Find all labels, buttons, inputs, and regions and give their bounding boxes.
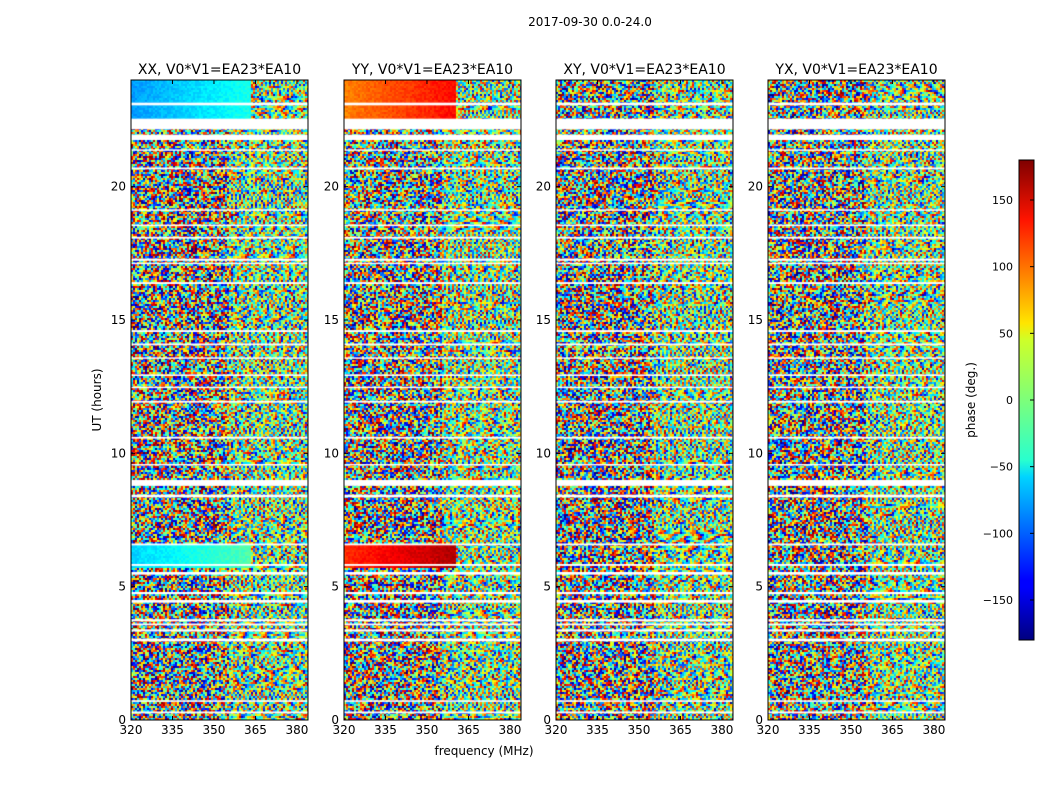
y-tick-label: 0 [331, 713, 339, 727]
panel-title: XX, V0*V1=EA23*EA10 [138, 62, 301, 78]
colorbar-tick-label: −100 [983, 527, 1013, 540]
phase-waterfall [768, 80, 945, 720]
x-tick-label: 365 [244, 723, 267, 737]
x-tick-label: 350 [416, 723, 439, 737]
x-tick-label: 380 [922, 723, 945, 737]
x-tick-label: 380 [498, 723, 521, 737]
y-tick-label: 15 [536, 313, 551, 327]
colorbar-tick-label: 150 [992, 194, 1013, 207]
colorbar-tick-label: −50 [990, 461, 1013, 474]
x-tick-label: 335 [161, 723, 184, 737]
panel-xy: XY, V0*V1=EA23*EA10 320 335 350 365 380 0 5 10 15… [536, 62, 734, 737]
y-axis-label: UT (hours) [90, 368, 104, 431]
y-tick-label: 15 [748, 313, 763, 327]
panel-frame [555, 79, 734, 721]
colorbar: −150 −100 −50 0 50 100 150 phase (deg.) [964, 159, 1035, 641]
y-tick-label: 0 [543, 713, 551, 727]
x-tick-label: 335 [798, 723, 821, 737]
panel-yy: YY, V0*V1=EA23*EA10 320 335 350 365 380 0 5 10 15… [324, 62, 522, 737]
colorbar-tick-label: −150 [983, 594, 1013, 607]
y-tick-label: 15 [111, 313, 126, 327]
x-tick-label: 350 [840, 723, 863, 737]
x-tick-label: 335 [374, 723, 397, 737]
x-tick-label: 365 [457, 723, 480, 737]
x-tick-label: 380 [710, 723, 733, 737]
phase-waterfall-canvas [131, 80, 308, 720]
y-tick-label: 15 [324, 313, 339, 327]
y-tick-label: 5 [118, 580, 126, 594]
x-tick-label: 365 [881, 723, 904, 737]
phase-waterfall-canvas [556, 80, 733, 720]
y-tick-label: 5 [331, 580, 339, 594]
y-tick-label: 0 [755, 713, 763, 727]
panel-frame [767, 79, 946, 721]
colorbar-label: phase (deg.) [964, 362, 978, 438]
y-tick-label: 0 [118, 713, 126, 727]
colorbar-tick-label: 100 [992, 261, 1013, 274]
phase-waterfall [556, 80, 733, 720]
x-tick-label: 350 [203, 723, 226, 737]
y-tick-label: 20 [536, 180, 551, 194]
panels-group: XX, V0*V1=EA23*EA10 320 335 350 365 380 0 5 10 15… [111, 62, 946, 737]
panel-xx: XX, V0*V1=EA23*EA10 320 335 350 365 380 0 5 10 15… [111, 62, 309, 737]
phase-waterfall-canvas [768, 80, 945, 720]
panel-title: YY, V0*V1=EA23*EA10 [351, 62, 513, 78]
panel-title: XY, V0*V1=EA23*EA10 [563, 62, 725, 78]
y-tick-label: 10 [324, 446, 339, 460]
panel-frame [130, 79, 309, 721]
panel-yx: YX, V0*V1=EA23*EA10 320 335 350 365 380 0 5 10 15… [748, 62, 946, 737]
panel-title: YX, V0*V1=EA23*EA10 [774, 62, 937, 78]
panel-frame [343, 79, 522, 721]
y-tick-label: 10 [536, 446, 551, 460]
x-tick-label: 320 [333, 723, 356, 737]
x-axis-label: frequency (MHz) [434, 744, 533, 758]
y-tick-label: 5 [755, 580, 763, 594]
phase-waterfall [131, 80, 308, 720]
colorbar-tick-label: 0 [1006, 394, 1013, 407]
phase-waterfall-canvas [344, 80, 521, 720]
y-tick-label: 10 [111, 446, 126, 460]
phase-waterfall [344, 80, 521, 720]
x-tick-label: 320 [757, 723, 780, 737]
figure-suptitle: 2017-09-30 0.0-24.0 [528, 15, 652, 29]
x-tick-label: 335 [586, 723, 609, 737]
colorbar-tick-label: 50 [999, 327, 1013, 340]
y-tick-label: 10 [748, 446, 763, 460]
colorbar-ticks: −150 −100 −50 0 50 100 150 [983, 194, 1034, 607]
y-tick-label: 20 [111, 180, 126, 194]
x-tick-label: 350 [628, 723, 651, 737]
y-tick-label: 20 [324, 180, 339, 194]
x-tick-label: 320 [545, 723, 568, 737]
y-tick-label: 5 [543, 580, 551, 594]
x-tick-label: 320 [120, 723, 143, 737]
y-tick-label: 20 [748, 180, 763, 194]
x-tick-label: 365 [669, 723, 692, 737]
x-tick-label: 380 [285, 723, 308, 737]
